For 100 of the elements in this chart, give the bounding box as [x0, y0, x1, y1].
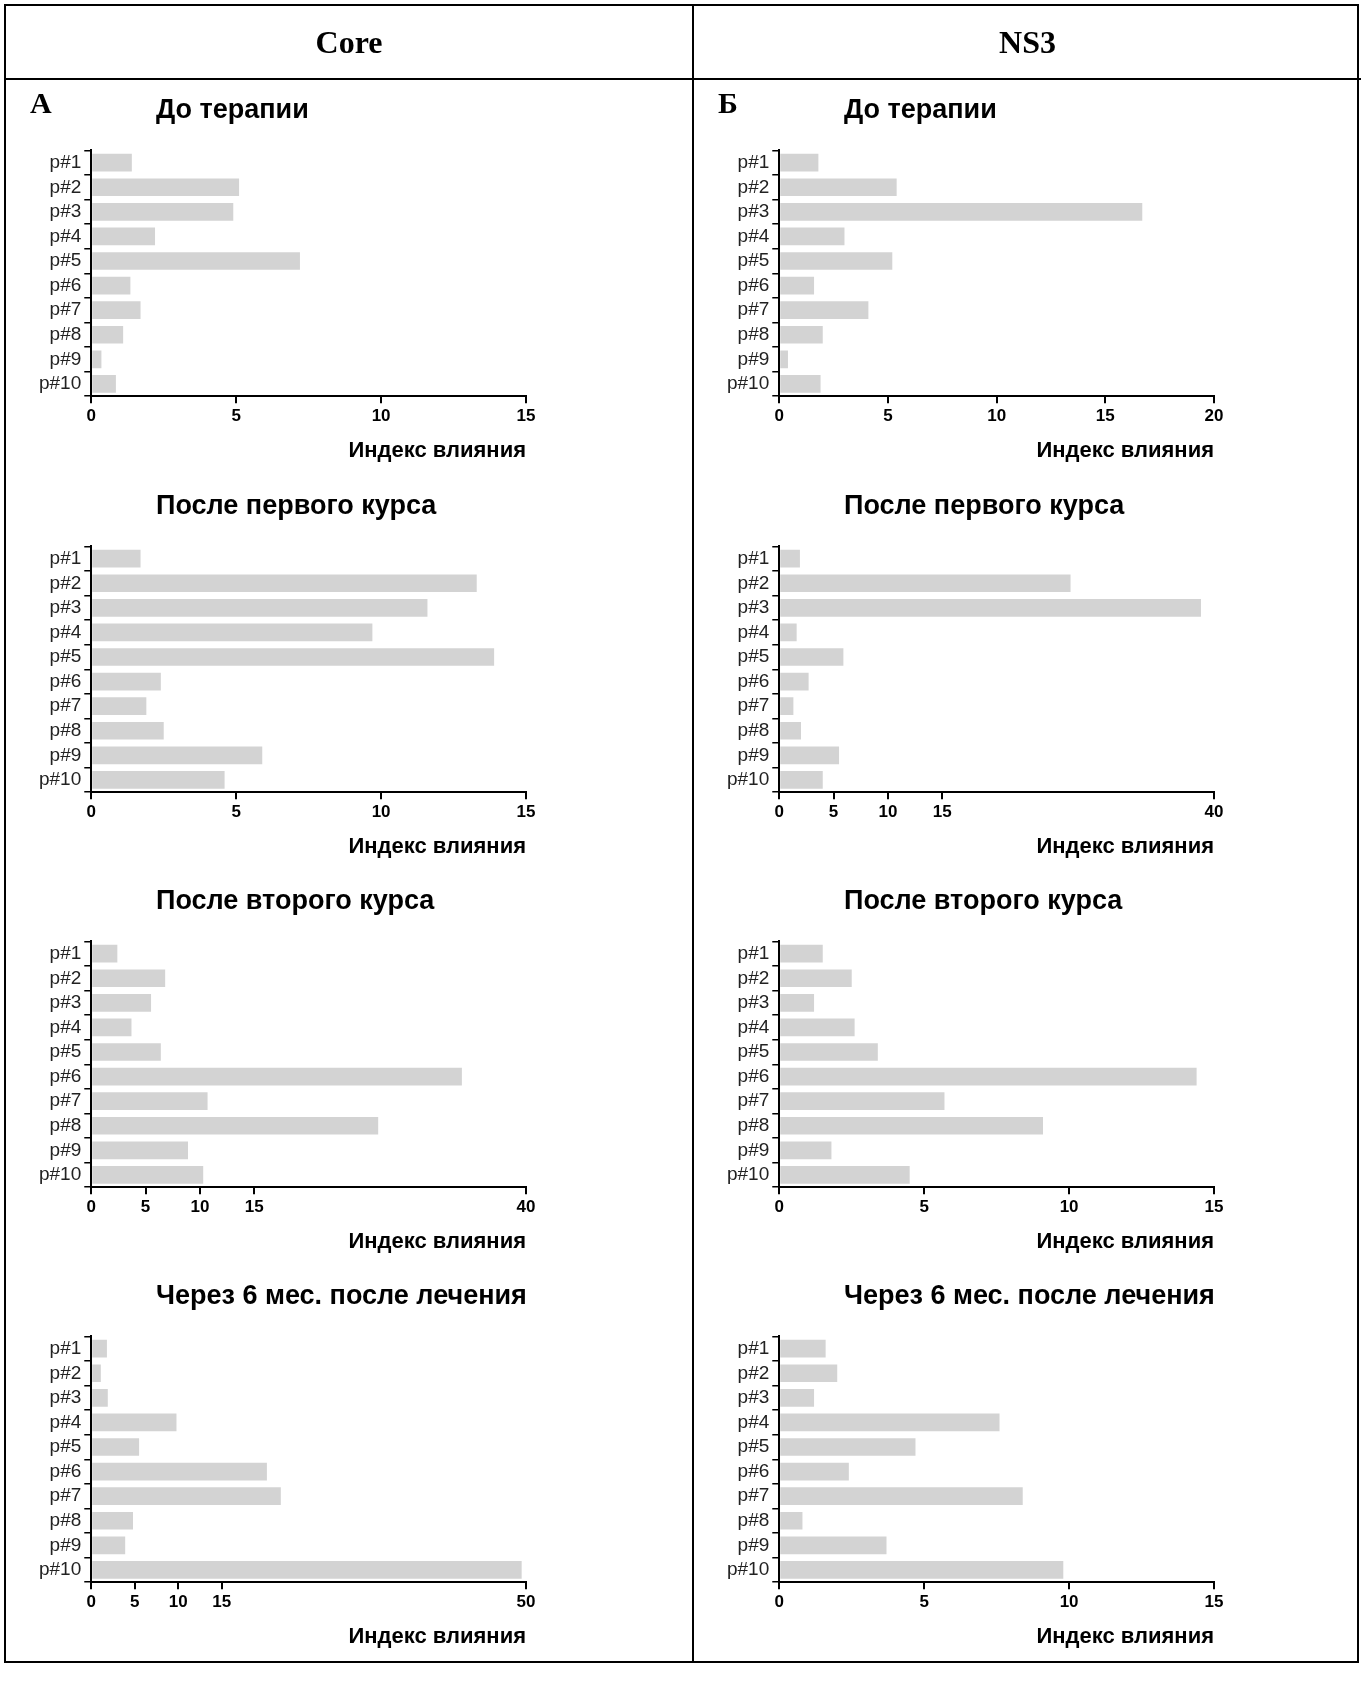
y-tick-label: p#1: [49, 941, 82, 963]
y-tick-label: p#8: [737, 322, 770, 344]
x-tick-label: 40: [516, 1197, 536, 1217]
y-tick-label: p#5: [49, 1435, 82, 1457]
y-tick-label: p#7: [737, 1484, 770, 1506]
x-tick-label: 10: [371, 802, 391, 822]
y-tick-label: p#1: [737, 1336, 770, 1358]
x-tick-label: 0: [774, 1592, 784, 1612]
x-tick-label: 10: [987, 406, 1007, 426]
x-tick-label: 0: [86, 406, 96, 426]
x-tick-label: 15: [516, 802, 536, 822]
y-tick-label: p#1: [49, 546, 82, 568]
x-tick-label: 15: [212, 1592, 232, 1612]
y-tick-label: p#5: [49, 1040, 82, 1062]
y-tick-label: p#10: [726, 1163, 770, 1185]
y-tick-label: p#2: [49, 571, 82, 593]
y-tick-label: p#1: [737, 150, 770, 172]
chart-title: После первого курса: [156, 490, 437, 521]
y-tick-label: p#1: [49, 1336, 82, 1358]
x-axis-title: Индекс влияния: [348, 832, 526, 858]
y-tick-label: p#6: [737, 1064, 770, 1086]
y-tick-label: p#5: [737, 645, 770, 667]
x-axis-title: Индекс влияния: [1036, 1227, 1214, 1253]
x-axis-title: Индекс влияния: [348, 1622, 526, 1648]
x-tick-label: 5: [130, 1592, 140, 1612]
x-axis-title: Индекс влияния: [1036, 436, 1214, 462]
y-tick-label: p#7: [737, 298, 770, 320]
y-tick-label: p#8: [49, 1508, 82, 1530]
y-tick-label: p#2: [737, 175, 770, 197]
text: А: [30, 86, 52, 120]
y-tick-label: p#10: [38, 768, 82, 790]
y-tick-label: p#8: [49, 1113, 82, 1135]
x-tick-label: 10: [371, 406, 391, 426]
y-tick-label: p#7: [737, 1089, 770, 1111]
y-tick-label: p#6: [737, 669, 770, 691]
y-tick-label: p#9: [737, 1533, 770, 1555]
y-tick-label: p#2: [49, 966, 82, 988]
x-tick-label: 10: [1059, 1592, 1079, 1612]
y-tick-label: p#6: [49, 273, 82, 295]
y-tick-label: p#8: [49, 322, 82, 344]
x-tick-label: 5: [919, 1592, 929, 1612]
x-tick-label: 10: [190, 1197, 210, 1217]
x-tick-label: 15: [932, 802, 952, 822]
chart-title: Через 6 мес. после лечения: [844, 1280, 1215, 1311]
x-axis-title: Индекс влияния: [348, 436, 526, 462]
y-tick-label: p#7: [49, 1484, 82, 1506]
x-tick-label: 40: [1204, 802, 1224, 822]
chart-title: До терапии: [844, 94, 997, 125]
y-tick-label: p#3: [737, 596, 770, 618]
x-tick-label: 15: [1204, 1197, 1224, 1217]
y-tick-label: p#3: [49, 991, 82, 1013]
y-tick-label: p#9: [49, 1138, 82, 1160]
y-tick-label: p#5: [737, 1435, 770, 1457]
y-tick-label: p#8: [737, 718, 770, 740]
text: Б: [718, 86, 738, 120]
y-tick-label: p#1: [737, 941, 770, 963]
y-tick-label: p#2: [49, 175, 82, 197]
text: Core: [6, 6, 692, 80]
y-tick-label: p#5: [737, 1040, 770, 1062]
y-tick-label: p#8: [49, 718, 82, 740]
x-tick-label: 50: [516, 1592, 536, 1612]
x-tick-label: 20: [1204, 406, 1224, 426]
y-tick-label: p#3: [49, 200, 82, 222]
y-tick-label: p#4: [49, 620, 82, 642]
y-tick-label: p#9: [737, 1138, 770, 1160]
y-tick-label: p#6: [49, 669, 82, 691]
y-tick-label: p#8: [737, 1508, 770, 1530]
x-tick-label: 0: [86, 802, 96, 822]
x-tick-label: 5: [828, 802, 839, 822]
y-tick-label: p#4: [49, 1015, 82, 1037]
x-tick-label: 15: [244, 1197, 264, 1217]
x-tick-label: 5: [231, 406, 241, 426]
chart-title: До терапии: [156, 94, 309, 125]
y-tick-label: p#10: [38, 1558, 82, 1580]
y-tick-label: p#7: [737, 694, 770, 716]
y-tick-label: p#10: [38, 1163, 82, 1185]
x-tick-label: 0: [774, 1197, 784, 1217]
y-tick-label: p#4: [737, 1410, 770, 1432]
chart-title: После второго курса: [156, 885, 435, 916]
y-tick-label: p#7: [49, 694, 82, 716]
y-tick-label: p#10: [726, 1558, 770, 1580]
x-tick-label: 0: [774, 406, 784, 426]
y-tick-label: p#3: [737, 200, 770, 222]
x-tick-label: 10: [1059, 1197, 1079, 1217]
y-tick-label: p#9: [737, 743, 770, 765]
x-tick-label: 5: [883, 406, 893, 426]
chart-title: Через 6 мес. после лечения: [156, 1280, 527, 1311]
y-tick-label: p#3: [737, 1386, 770, 1408]
x-tick-label: 0: [86, 1592, 96, 1612]
y-tick-label: p#2: [737, 1361, 770, 1383]
x-tick-label: 0: [774, 802, 784, 822]
y-tick-label: p#7: [49, 298, 82, 320]
y-tick-label: p#2: [49, 1361, 82, 1383]
y-tick-label: p#10: [726, 372, 770, 394]
text: NS3: [694, 6, 1361, 80]
y-tick-label: p#9: [737, 347, 770, 369]
x-tick-label: 10: [878, 802, 898, 822]
y-tick-label: p#4: [737, 620, 770, 642]
y-tick-label: p#3: [49, 596, 82, 618]
x-tick-label: 5: [919, 1197, 929, 1217]
